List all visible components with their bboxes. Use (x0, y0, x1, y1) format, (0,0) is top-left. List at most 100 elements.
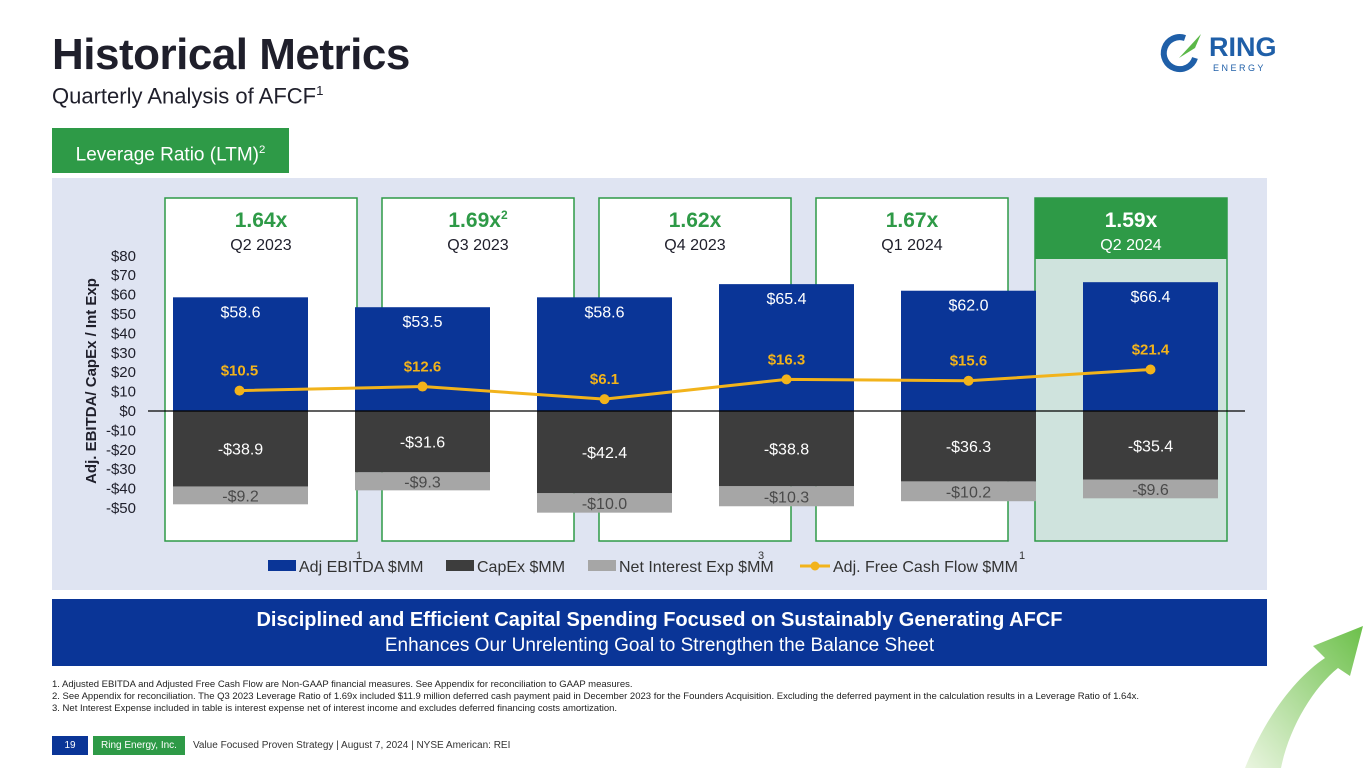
ring-energy-logo: RING E N E R G Y (1160, 32, 1277, 73)
page-title: Historical Metrics (52, 30, 410, 79)
leverage-value-3: 1.62x (669, 209, 722, 232)
y-tick-label: $20 (111, 364, 136, 381)
leverage-label-footnote-ref: 2 (259, 144, 266, 156)
bar-net-interest (537, 493, 672, 513)
bar-adj-ebitda (1083, 282, 1218, 411)
bar-adj-ebitda (901, 290, 1036, 411)
afcf-line (239, 367, 1151, 401)
y-tick-label: $10 (111, 384, 136, 401)
footnote-1: 1. Adjusted EBITDA and Adjusted Free Cas… (52, 679, 633, 690)
banner-subline: Enhances Our Unrelenting Goal to Strengt… (384, 635, 935, 656)
bar-adj-ebitda (355, 307, 490, 411)
page-footer: 19 Ring Energy, Inc. Value Focused Prove… (52, 736, 510, 755)
y-axis-label: Adj. EBITDA/ CapEx / Int Exp (83, 278, 100, 484)
label-adj-ebitda: $66.4 (1130, 289, 1170, 306)
page-subtitle: Quarterly Analysis of AFCF1 (52, 83, 323, 109)
subtitle-text: Quarterly Analysis of AFCF (52, 83, 317, 109)
bar-net-interest (173, 486, 308, 505)
subtitle-footnote-ref: 1 (316, 83, 324, 98)
label-capex: -$35.4 (1128, 438, 1173, 455)
afcf-point (1145, 364, 1156, 375)
label-adj-ebitda: $58.6 (584, 304, 624, 321)
footnotes: 1. Adjusted EBITDA and Adjusted Free Cas… (52, 679, 1139, 715)
y-tick-label: $30 (111, 345, 136, 362)
logo-arrow-icon (1179, 34, 1201, 58)
legend-label: Adj EBITDA $MM (299, 559, 423, 576)
bar-capex (719, 411, 854, 487)
y-tick-label: $40 (111, 325, 136, 342)
legend-footnote-ref: 1 (1019, 550, 1025, 562)
legend-footnote-ref: 1 (356, 550, 362, 562)
banner-headline: Disciplined and Efficient Capital Spendi… (256, 609, 1063, 631)
legend-swatch (268, 560, 296, 571)
y-tick-label: -$50 (106, 500, 136, 517)
bar-adj-ebitda (537, 297, 672, 411)
label-afcf: $21.4 (1132, 341, 1170, 358)
label-capex: -$42.4 (582, 445, 627, 462)
leverage-value-1: 1.64x (235, 209, 288, 232)
bar-capex (901, 411, 1036, 482)
label-capex: -$38.9 (218, 442, 263, 459)
label-net-interest: -$10.0 (582, 496, 627, 513)
y-tick-label: -$10 (106, 422, 136, 439)
footer-company: Ring Energy, Inc. (93, 736, 185, 755)
bar-net-interest (901, 481, 1036, 502)
legend-marker (810, 561, 820, 571)
footer-text: Value Focused Proven Strategy | August 7… (192, 740, 511, 751)
legend-label: Net Interest Exp $MM (619, 559, 774, 576)
leverage-quarter-4: Q1 2024 (881, 237, 942, 254)
leverage-quarter-5: Q2 2024 (1100, 237, 1161, 254)
afcf-point (234, 385, 245, 396)
legend-footnote-ref: 3 (758, 550, 764, 562)
afcf-chart: 1.64x Q2 2023 1.69x2 Q3 2023 1.62x Q4 2023 1.6… (83, 197, 1245, 576)
legend-swatch (446, 560, 474, 571)
label-afcf: $6.1 (590, 371, 619, 388)
y-tick-label: -$30 (106, 461, 136, 478)
label-net-interest: -$9.3 (404, 474, 441, 491)
bar-capex (355, 411, 490, 473)
page-number: 19 (52, 736, 88, 755)
y-tick-label: $70 (111, 267, 136, 284)
label-afcf: $15.6 (950, 353, 988, 370)
label-net-interest: -$9.2 (222, 488, 259, 505)
label-afcf: $10.5 (221, 363, 259, 380)
decorative-arrow-icon (1245, 626, 1363, 768)
label-capex: -$36.3 (946, 439, 991, 456)
label-net-interest: -$10.2 (946, 484, 991, 501)
bar-capex (537, 411, 672, 494)
footnote-2: 2. See Appendix for reconciliation. The … (52, 691, 1140, 702)
logo-subtext: E N E R G Y (1213, 63, 1263, 73)
label-afcf: $16.3 (768, 351, 806, 368)
label-adj-ebitda: $58.6 (220, 304, 260, 321)
leverage-ratio-label: Leverage Ratio (LTM)2 (52, 128, 289, 173)
leverage-quarter-3: Q4 2023 (664, 237, 725, 254)
legend-label: Adj. Free Cash Flow $MM (833, 559, 1018, 576)
summary-banner: Disciplined and Efficient Capital Spendi… (52, 599, 1267, 666)
bar-net-interest (355, 472, 490, 491)
label-adj-ebitda: $65.4 (766, 291, 806, 308)
afcf-point (599, 394, 610, 405)
y-tick-label: $60 (111, 287, 136, 304)
logo-ring-icon (1160, 34, 1198, 73)
y-tick-label: -$20 (106, 442, 136, 459)
afcf-point (781, 374, 792, 385)
bar-net-interest (1083, 479, 1218, 499)
logo-text: RING (1209, 32, 1277, 62)
legend-label: CapEx $MM (477, 559, 565, 576)
leverage-quarter-2: Q3 2023 (447, 237, 508, 254)
bar-net-interest (719, 486, 854, 507)
y-tick-label: $50 (111, 306, 136, 323)
label-net-interest: -$10.3 (764, 489, 809, 506)
bar-capex (1083, 411, 1218, 480)
leverage-box-header-5 (1035, 198, 1227, 259)
label-afcf: $12.6 (404, 359, 442, 376)
y-tick-label: $0 (119, 403, 136, 420)
label-adj-ebitda: $53.5 (402, 314, 442, 331)
afcf-point (963, 375, 974, 386)
label-net-interest: -$9.6 (1132, 482, 1169, 499)
afcf-point (417, 381, 428, 392)
leverage-value-5: 1.59x (1105, 209, 1158, 232)
label-capex: -$38.8 (764, 442, 809, 459)
bar-adj-ebitda (719, 284, 854, 411)
leverage-label-text: Leverage Ratio (LTM) (75, 144, 260, 166)
